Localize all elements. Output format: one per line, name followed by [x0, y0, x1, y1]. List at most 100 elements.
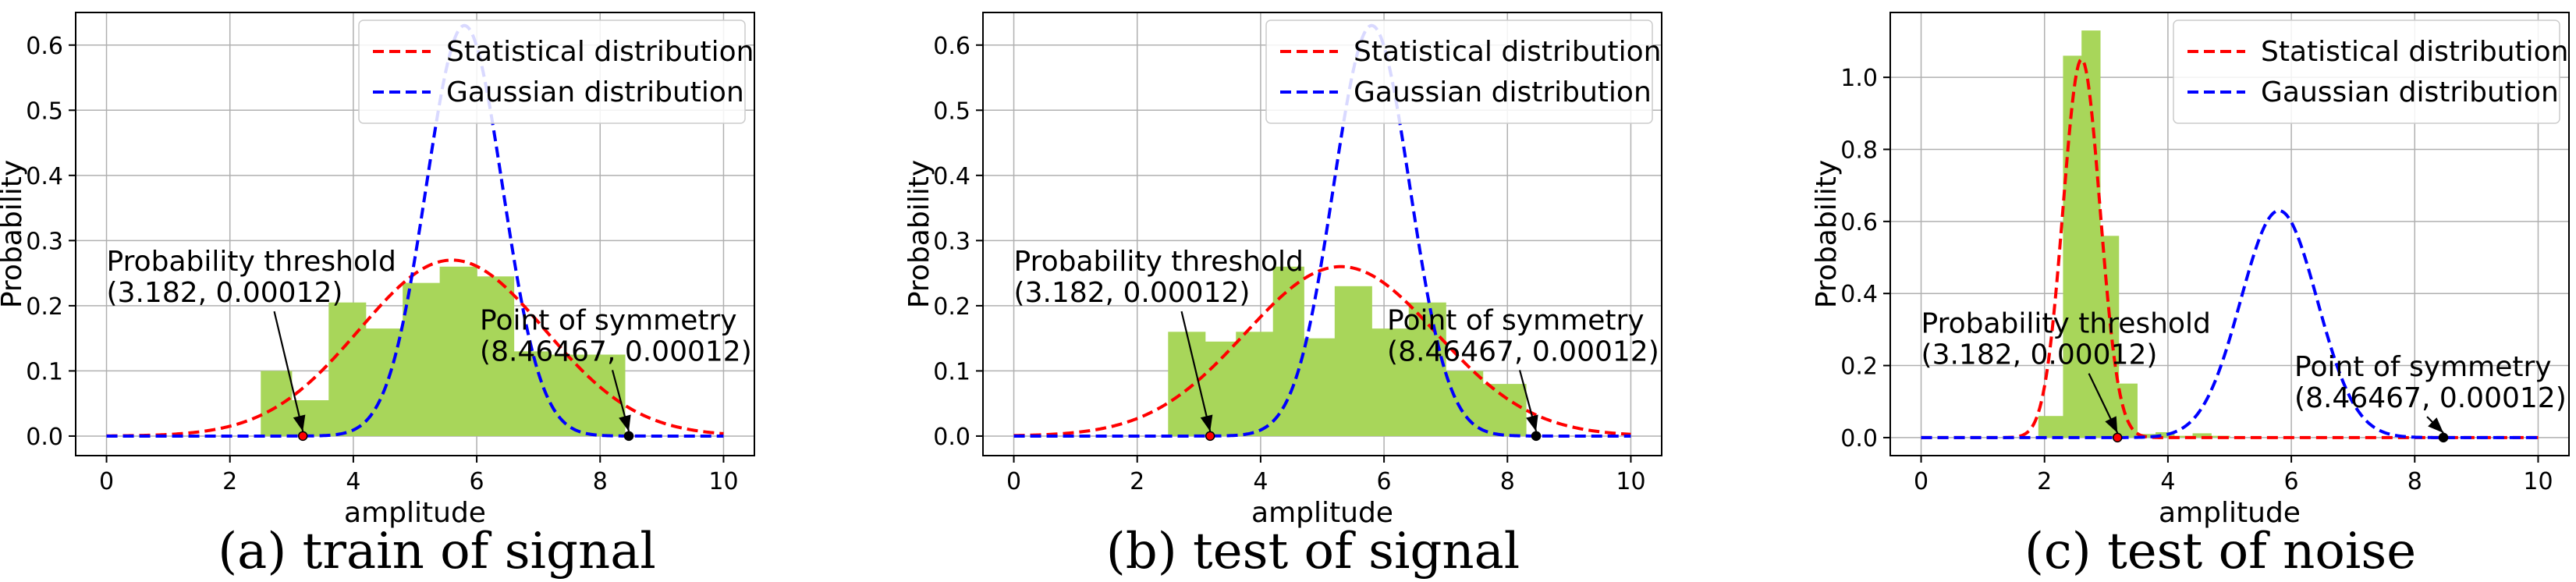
histogram-bar	[261, 371, 293, 436]
histogram-bar	[1371, 328, 1410, 436]
plot-frame	[1889, 12, 2570, 456]
x-tick-label: 8	[2407, 468, 2422, 495]
y-tick-label: 0.0	[1840, 425, 1878, 452]
legend-entry: Statistical distribution	[1354, 36, 1661, 68]
y-axis-label: Probability	[903, 160, 935, 308]
histogram	[261, 266, 626, 436]
annotation-point	[623, 431, 634, 442]
x-tick-label: 8	[1500, 468, 1515, 495]
chart-panel-3: Probability threshold(3.182, 0.00012) Poi…	[1811, 12, 2570, 580]
annotation-arrowhead	[293, 414, 306, 431]
x-tick-label: 0	[1006, 468, 1021, 495]
histogram-bar	[1408, 302, 1446, 436]
y-tick-label: 0.1	[26, 358, 63, 385]
statistical-distribution-curve	[1013, 264, 1631, 438]
x-tick-label: 6	[2284, 468, 2299, 495]
x-tick-label: 0	[1914, 468, 1928, 495]
chart-panel-2: Probability threshold(3.182, 0.00012) Poi…	[903, 12, 1662, 580]
x-tick-label: 2	[1130, 468, 1144, 495]
annotation-arrowhead	[619, 414, 631, 431]
histogram	[1168, 266, 1527, 436]
annotation-coordinates: (3.182, 0.00012)	[107, 277, 343, 309]
histogram-bar	[1304, 338, 1336, 436]
histogram-bar	[2038, 416, 2064, 438]
y-tick-label: 0.0	[933, 424, 970, 451]
x-tick-label: 6	[1377, 468, 1392, 495]
gaussian-distribution-curve	[1013, 23, 1631, 438]
plot-frame	[75, 12, 755, 456]
gaussian-distribution-curve	[1921, 208, 2539, 439]
annotation-point-of-symmetry: Point of symmetry(8.46467, 0.00012)	[1387, 304, 1659, 442]
x-tick-label: 4	[1253, 468, 1268, 495]
panel-caption: (a) train of signal	[218, 523, 656, 580]
annotation-probability-threshold: Probability threshold(3.182, 0.00012)	[107, 246, 396, 442]
y-tick-label: 0.6	[1840, 209, 1878, 236]
x-axis-label: amplitude	[344, 497, 486, 529]
plot-frame	[982, 12, 1662, 456]
x-axis-label: amplitude	[2159, 497, 2301, 529]
y-tick-label: 0.2	[26, 293, 63, 321]
annotation-point	[297, 431, 308, 442]
annotation-point	[1531, 431, 1542, 442]
annotation-arrowhead	[2105, 416, 2118, 433]
annotation-probability-threshold: Probability threshold(3.182, 0.00012)	[1014, 246, 1304, 442]
panel-caption: (b) test of signal	[1106, 523, 1520, 580]
legend-entry: Statistical distribution	[446, 36, 754, 68]
y-tick-label: 0.6	[26, 33, 63, 60]
x-tick-label: 10	[2523, 468, 2553, 495]
annotation-label: Probability threshold	[107, 246, 396, 278]
histogram-bar	[477, 276, 515, 436]
legend-entry: Statistical distribution	[2261, 36, 2568, 68]
histogram-bar	[403, 282, 441, 436]
y-tick-label: 0.2	[1840, 353, 1878, 381]
annotation-coordinates: (8.46467, 0.00012)	[1387, 335, 1659, 367]
histogram	[2038, 30, 2230, 438]
annotation-arrowhead	[2428, 417, 2444, 433]
x-tick-label: 0	[99, 468, 114, 495]
y-axis-label: Probability	[1811, 160, 1843, 308]
histogram-bar	[2156, 431, 2175, 438]
legend: Statistical distribution Gaussian distrib…	[1265, 20, 1661, 124]
annotation-arrowhead	[1526, 414, 1538, 431]
annotation-probability-threshold: Probability threshold(3.182, 0.00012)	[1921, 308, 2211, 443]
y-tick-label: 0.4	[933, 163, 970, 190]
legend: Statistical distribution Gaussian distrib…	[2173, 20, 2568, 124]
histogram-bar	[1446, 371, 1484, 436]
y-tick-label: 0.8	[1840, 137, 1878, 164]
histogram-bar	[328, 302, 367, 436]
gaussian-distribution-curve	[106, 23, 724, 438]
x-tick-label: 2	[222, 468, 237, 495]
annotation-coordinates: (3.182, 0.00012)	[1014, 277, 1251, 309]
chart-panel-1: Probability threshold(3.182, 0.00012) Poi…	[0, 12, 755, 580]
y-tick-label: 0.2	[933, 293, 970, 321]
annotation-arrow	[1180, 311, 1212, 432]
y-tick-label: 0.3	[933, 228, 970, 255]
y-tick-label: 1.0	[1840, 65, 1878, 92]
y-tick-label: 0.5	[26, 98, 63, 125]
legend: Statistical distribution Gaussian distrib…	[358, 20, 754, 124]
legend-entry: Gaussian distribution	[2261, 76, 2559, 108]
annotation-label: Probability threshold	[1014, 246, 1304, 278]
legend-box	[2173, 20, 2560, 124]
annotation-point	[2112, 432, 2123, 443]
y-tick-label: 0.4	[26, 163, 63, 190]
histogram-bar	[1334, 286, 1372, 436]
histogram-bar	[2118, 383, 2138, 438]
legend-entry: Gaussian distribution	[1354, 76, 1652, 108]
histogram-bar	[1272, 266, 1304, 436]
histogram-bar	[551, 354, 589, 436]
y-tick-label: 0.5	[933, 98, 970, 125]
annotation-coordinates: (3.182, 0.00012)	[1921, 339, 2158, 371]
panel-caption: (c) test of noise	[2024, 523, 2416, 580]
histogram-bar	[439, 266, 477, 436]
legend-box	[358, 20, 746, 124]
legend-box	[1265, 20, 1653, 124]
histogram-bar	[1168, 332, 1206, 436]
x-axis-label: amplitude	[1251, 497, 1393, 529]
x-tick-label: 10	[708, 468, 738, 495]
annotation-point	[2438, 432, 2449, 443]
y-tick-label: 0.0	[26, 424, 63, 451]
annotation-coordinates: (8.46467, 0.00012)	[2294, 382, 2567, 414]
x-tick-label: 10	[1616, 468, 1645, 495]
